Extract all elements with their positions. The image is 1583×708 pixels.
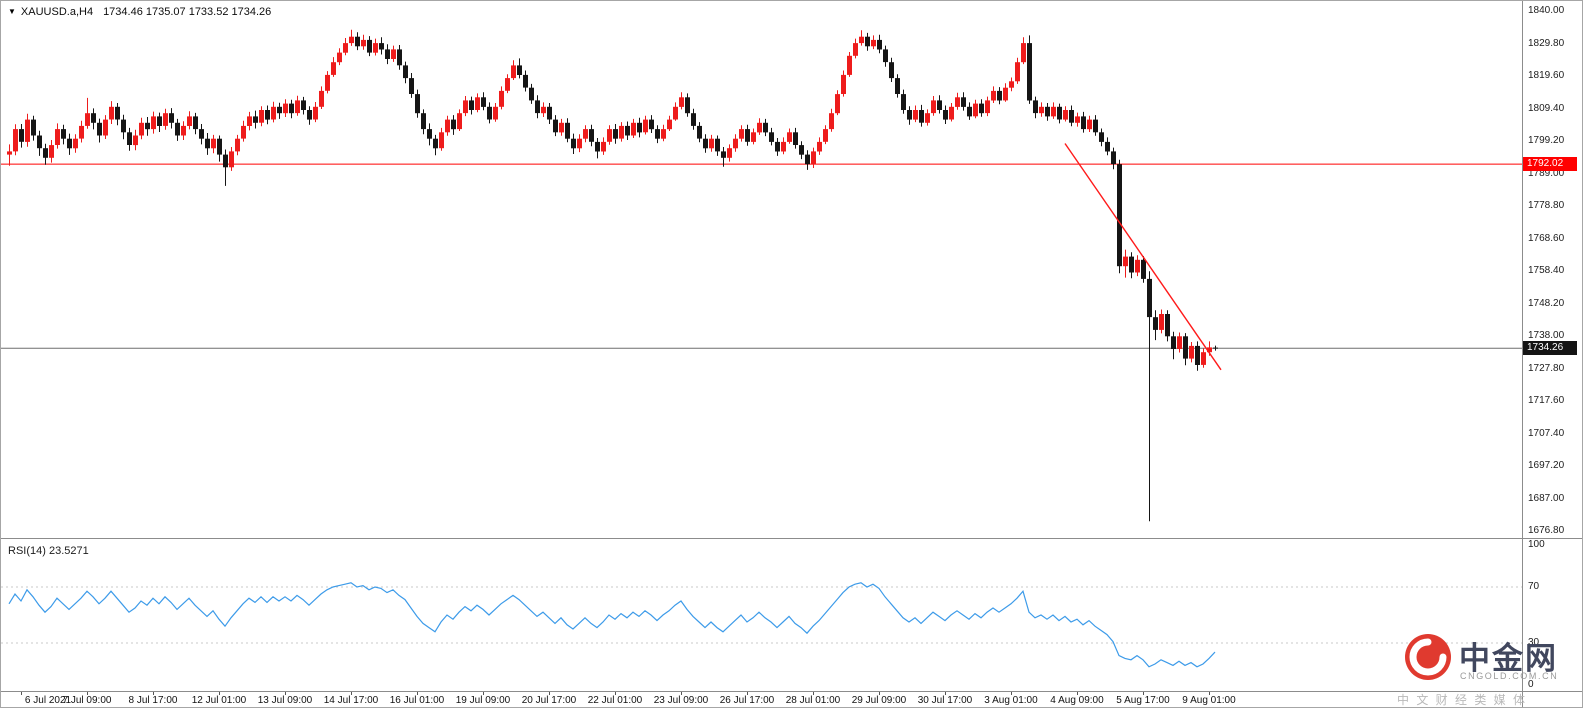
time-axis-label: 30 Jul 17:00 [917, 695, 973, 706]
rsi-value: 23.5271 [48, 545, 89, 557]
symbol-timeframe: XAUUSD.a,H4 [20, 6, 94, 18]
resistance-price-badge: 1792.02 [1523, 157, 1577, 172]
price-axis-label: 1778.80 [1528, 200, 1565, 212]
price-axis-label: 1840.00 [1528, 5, 1565, 17]
price-axis-label: 1748.20 [1528, 297, 1565, 309]
time-axis-label: 4 Aug 09:00 [1050, 695, 1104, 706]
time-tick [1077, 692, 1078, 695]
time-axis-label: 23 Jul 09:00 [653, 695, 709, 706]
price-axis-label: 1799.20 [1528, 135, 1565, 147]
cngold-logo-icon [1405, 634, 1451, 680]
rsi-axis[interactable]: 100 70 30 0 [1523, 539, 1582, 691]
time-tick [153, 692, 154, 695]
rsi-axis-label: 0 [1528, 679, 1534, 690]
price-axis-label: 1768.60 [1528, 232, 1565, 244]
time-axis-label: 26 Jul 17:00 [719, 695, 775, 706]
candles [7, 29, 1218, 522]
price-axis-label: 1687.00 [1528, 492, 1565, 504]
watermark: 中金网 CNGOLD.COM.CN 中 文 财 经 类 媒 体 [1397, 629, 1582, 707]
rsi-axis-label: 100 [1528, 539, 1545, 550]
rsi-axis-label: 70 [1528, 581, 1540, 592]
brand-text: 中金网 [1459, 641, 1558, 676]
price-axis-label: 1819.60 [1528, 70, 1565, 82]
time-axis[interactable]: 6 Jul 2021 7 Jul 09:00 8 Jul 17:00 12 Jul 0… [1, 692, 1523, 707]
time-axis-label: 13 Jul 09:00 [257, 695, 313, 706]
time-axis-label: 16 Jul 01:00 [389, 695, 445, 706]
price-axis-label: 1676.80 [1528, 525, 1565, 537]
time-axis-label: 8 Jul 17:00 [128, 695, 178, 706]
time-axis-label: 20 Jul 17:00 [521, 695, 577, 706]
time-axis-label: 22 Jul 01:00 [587, 695, 643, 706]
time-tick [945, 692, 946, 695]
time-axis-label: 12 Jul 01:00 [191, 695, 247, 706]
axis-separator [1522, 1, 1523, 707]
price-axis-label: 1789.00 [1528, 167, 1565, 179]
time-tick [351, 692, 352, 695]
time-tick [813, 692, 814, 695]
price-axis-label: 1809.40 [1528, 102, 1565, 114]
time-tick [681, 692, 682, 695]
time-tick [1209, 692, 1210, 695]
price-axis-label: 1738.00 [1528, 330, 1565, 342]
price-axis-label: 1717.60 [1528, 395, 1565, 407]
time-tick [747, 692, 748, 695]
price-axis-label: 1727.80 [1528, 362, 1565, 374]
brand-domain-text: CNGOLD.COM.CN [1460, 671, 1559, 681]
brand-tagline-text: 中 文 财 经 类 媒 体 [1397, 693, 1528, 707]
symbol-ohlc-readout: ▼ XAUUSD.a,H4 1734.46 1735.07 1733.52 1734… [8, 6, 271, 18]
time-tick [615, 692, 616, 695]
rsi-name: RSI(14) [8, 545, 46, 557]
price-axis-label: 1697.20 [1528, 460, 1565, 472]
time-tick [285, 692, 286, 695]
time-tick [87, 692, 88, 695]
rsi-pane-canvas[interactable] [1, 539, 1523, 691]
time-axis-label: 28 Jul 01:00 [785, 695, 841, 706]
time-axis-label: 9 Aug 01:00 [1182, 695, 1236, 706]
time-tick [417, 692, 418, 695]
time-axis-label: 7 Jul 09:00 [62, 695, 112, 706]
time-tick [1143, 692, 1144, 695]
price-axis-label: 1707.40 [1528, 427, 1565, 439]
time-tick [1011, 692, 1012, 695]
descending-trendline [1064, 143, 1222, 371]
time-axis-label: 6 Jul 2021 [24, 695, 72, 706]
time-axis-label: 29 Jul 09:00 [851, 695, 907, 706]
time-tick [483, 692, 484, 695]
time-axis-label: 5 Aug 17:00 [1116, 695, 1170, 706]
time-tick [549, 692, 550, 695]
rsi-indicator-label: RSI(14) 23.5271 [8, 545, 89, 557]
time-tick [879, 692, 880, 695]
ohlc-values: 1734.46 1735.07 1733.52 1734.26 [103, 6, 272, 18]
symbol-dropdown-icon[interactable]: ▼ [8, 7, 16, 16]
pane-divider[interactable] [1, 538, 1582, 539]
time-axis-label: 19 Jul 09:00 [455, 695, 511, 706]
time-tick [219, 692, 220, 695]
rsi-line [8, 582, 1216, 668]
time-axis-divider [1, 691, 1582, 692]
price-axis-label: 1758.40 [1528, 265, 1565, 277]
price-axis-label: 1829.80 [1528, 37, 1565, 49]
price-axis[interactable]: 1840.00 1829.80 1819.60 1809.40 1799.20 1789.… [1523, 1, 1582, 539]
time-axis-label: 14 Jul 17:00 [323, 695, 379, 706]
price-chart-canvas[interactable] [1, 1, 1523, 539]
rsi-axis-label: 30 [1528, 637, 1540, 648]
time-tick [21, 692, 22, 695]
time-axis-label: 3 Aug 01:00 [984, 695, 1038, 706]
current-price-badge: 1734.26 [1523, 341, 1577, 356]
